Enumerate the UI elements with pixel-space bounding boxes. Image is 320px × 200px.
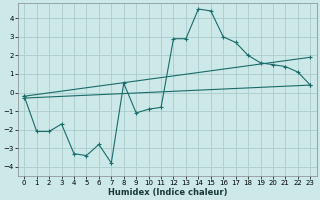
X-axis label: Humidex (Indice chaleur): Humidex (Indice chaleur) [108, 188, 227, 197]
